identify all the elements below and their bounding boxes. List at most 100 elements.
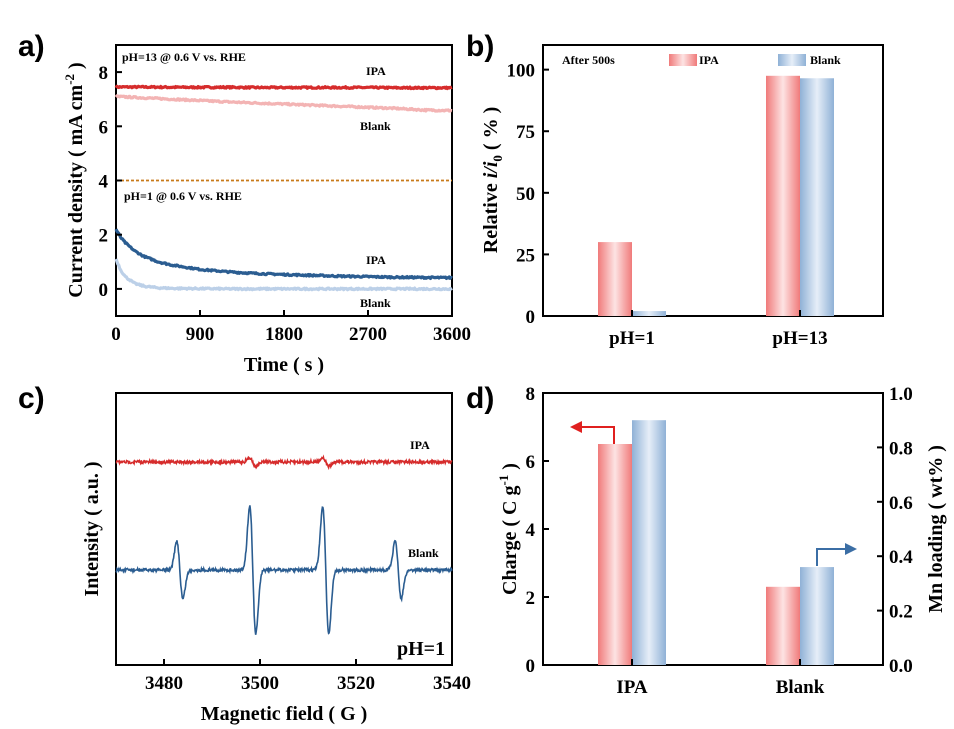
- panel-label-b: b): [466, 30, 494, 63]
- panel-a-series: [114, 84, 453, 292]
- panel-a-ylabel-sup: -2: [62, 74, 77, 85]
- panel-b-ylabel-end: ( % ): [480, 107, 502, 155]
- panel-a-x-tick-label: 3600: [433, 324, 471, 345]
- panel-d-ylabel-left-main: Charge ( C g: [499, 486, 521, 595]
- panel-c-y-axis-title: Intensity ( a.u. ): [81, 461, 103, 596]
- panel-d-bar-mn-loading: [800, 567, 834, 665]
- panel-b-annotation: After 500s: [562, 53, 615, 67]
- panel-c-series: [115, 454, 453, 635]
- panel-b-bar-ipa: [766, 75, 800, 316]
- panel-b-frame: [542, 44, 884, 317]
- panel-a-x-tick-label: 2700: [349, 324, 387, 345]
- panel-d-right-y-axis-title: Mn loading ( wt% ): [925, 445, 947, 613]
- panel-d-right-y-tick-label: 0.0: [889, 656, 913, 677]
- panel-b: 0 25 50 75 100 pH=1 pH=13 After 500s IPA Blank…: [480, 44, 884, 349]
- panel-c-label-ipa: IPA: [410, 438, 430, 452]
- panel-c-x-axis-title: Magnetic field ( G ): [201, 703, 368, 725]
- panel-c-line-ipa: [115, 454, 453, 471]
- panel-d: 0 2 4 6 8 0.0 0.2 0.4 0.6 0.8 1.0 IPA Blank Charge (…: [496, 384, 947, 698]
- panel-a-label-blank-bottom: Blank: [360, 296, 391, 310]
- panel-b-legend-swatch-blank: [778, 54, 806, 66]
- panel-c: 3480 3500 3520 3540 IPA Blank pH=1 Magnetic…: [81, 392, 471, 725]
- panel-b-legend-ipa: IPA: [699, 53, 719, 67]
- panel-d-right-y-tick-label: 1.0: [889, 384, 913, 405]
- left-axis-arrowhead-icon: [570, 421, 582, 433]
- panel-b-y-tick-label: 100: [507, 61, 536, 82]
- panel-d-ylabel-left-sup: -1: [496, 475, 511, 486]
- panel-d-left-y-tick-label: 4: [526, 520, 536, 541]
- panel-a-axes: 0 900 1800 2700 3600 0 2 4 6 8: [99, 63, 472, 345]
- panel-c-x-tick-label: 3520: [337, 673, 375, 694]
- right-axis-arrow-icon: [816, 548, 846, 566]
- panel-a-y-tick-label: 0: [99, 280, 109, 301]
- panel-a: 0 900 1800 2700 3600 0 2 4 6 8 pH=13 @ 0.6 V vs. …: [62, 44, 472, 376]
- panel-b-y-tick-label: 75: [516, 122, 535, 143]
- panel-d-bars: [598, 420, 834, 665]
- panel-d-x-tick-label: Blank: [776, 677, 825, 698]
- panel-a-y-tick-label: 6: [99, 117, 109, 138]
- panel-a-annotation-ph1: pH=1 @ 0.6 V vs. RHE: [124, 189, 242, 203]
- panel-a-label-ipa-bottom: IPA: [366, 253, 386, 267]
- panel-d-axes: 0 2 4 6 8 0.0 0.2 0.4 0.6 0.8 1.0 IPA Blank: [526, 384, 914, 698]
- panel-d-left-y-tick-label: 6: [526, 452, 536, 473]
- panel-b-ylabel-i: i/i: [480, 161, 502, 178]
- panel-b-ylabel-sub: 0: [490, 155, 505, 162]
- panel-a-x-tick-label: 1800: [265, 324, 303, 345]
- panel-label-a: a): [18, 30, 45, 63]
- panel-a-line-blank-ph13: [114, 94, 453, 113]
- panel-b-y-tick-label: 25: [516, 245, 535, 266]
- panel-d-x-tick-label: IPA: [616, 677, 648, 698]
- panel-c-label-ph: pH=1: [397, 638, 445, 660]
- panel-b-bars: [598, 75, 834, 316]
- panel-a-x-tick-label: 0: [111, 324, 121, 345]
- panel-b-ylabel-main: Relative: [480, 178, 502, 253]
- panel-b-axes: 0 25 50 75 100 pH=1 pH=13: [507, 61, 828, 349]
- panel-c-line-blank: [115, 505, 453, 635]
- panel-d-left-y-tick-label: 2: [526, 588, 536, 609]
- panel-a-label-blank-top: Blank: [360, 119, 391, 133]
- panel-a-ylabel-end: ): [65, 62, 87, 74]
- panel-c-x-tick-label: 3500: [241, 673, 279, 694]
- panel-a-line-ipa-ph1: [114, 228, 453, 280]
- right-axis-arrowhead-icon: [845, 543, 857, 555]
- panel-a-x-tick-label: 900: [186, 324, 215, 345]
- panel-d-left-y-tick-label: 0: [526, 656, 536, 677]
- panel-a-ylabel-main: Current density ( mA cm: [65, 84, 87, 297]
- panel-label-d: d): [466, 382, 494, 415]
- panel-c-label-blank: Blank: [408, 546, 439, 560]
- panel-d-bar-charge: [598, 444, 632, 665]
- panel-a-x-axis-title: Time ( s ): [244, 354, 324, 376]
- panel-b-legend-blank: Blank: [810, 53, 841, 67]
- panel-b-legend-swatch-ipa: [669, 54, 697, 66]
- panel-b-x-tick-label: pH=1: [609, 328, 655, 349]
- panel-d-right-y-tick-label: 0.8: [889, 438, 913, 459]
- panel-a-y-tick-label: 8: [99, 63, 109, 84]
- panel-a-y-tick-label: 2: [99, 226, 109, 247]
- panel-c-axes: 3480 3500 3520 3540: [145, 659, 471, 694]
- panel-a-label-ipa-top: IPA: [366, 64, 386, 78]
- panel-b-bar-ipa: [598, 242, 632, 316]
- panel-b-bar-blank: [800, 78, 834, 316]
- panel-b-y-axis-title: Relative i/i0 ( % ): [480, 107, 505, 253]
- left-axis-arrow-icon: [580, 426, 615, 444]
- panel-a-y-tick-label: 4: [99, 172, 109, 193]
- panel-d-right-y-tick-label: 0.4: [889, 547, 913, 568]
- panel-d-ylabel-left-end: ): [499, 463, 521, 475]
- panel-c-frame: [115, 392, 453, 666]
- panel-d-left-y-tick-label: 8: [526, 384, 536, 405]
- panel-b-y-tick-label: 50: [516, 184, 535, 205]
- panel-c-x-tick-label: 3480: [145, 673, 183, 694]
- panel-a-y-axis-title: Current density ( mA cm-2 ): [62, 62, 87, 297]
- panel-d-right-y-tick-label: 0.6: [889, 493, 913, 514]
- panel-d-bar-mn-loading: [632, 420, 666, 665]
- panel-c-x-tick-label: 3540: [433, 673, 471, 694]
- panel-a-line-ipa-ph13: [114, 84, 453, 91]
- panel-b-bar-blank: [632, 311, 666, 316]
- panel-a-line-blank-ph1: [114, 258, 453, 292]
- panel-label-c: c): [18, 382, 45, 415]
- panel-b-x-tick-label: pH=13: [772, 328, 827, 349]
- panel-d-right-y-tick-label: 0.2: [889, 602, 913, 623]
- panel-d-bar-charge: [766, 586, 800, 665]
- panel-b-y-tick-label: 0: [526, 307, 536, 328]
